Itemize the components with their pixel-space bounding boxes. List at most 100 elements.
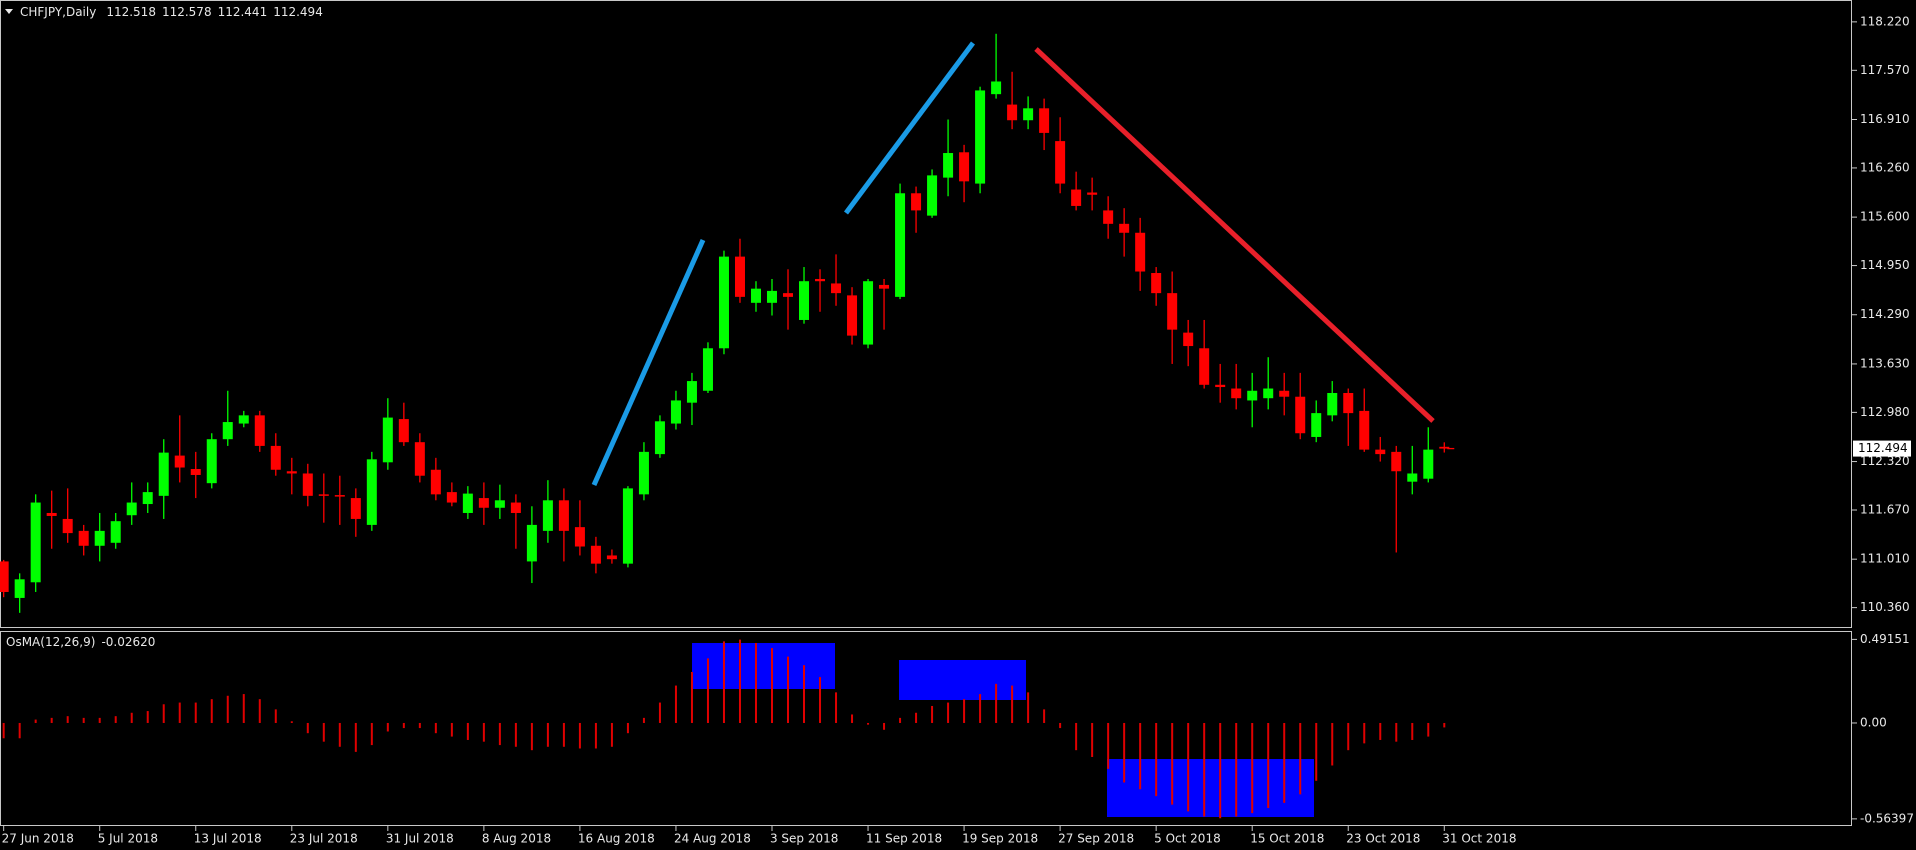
candle-body: [398, 419, 409, 443]
candle-body: [622, 488, 633, 564]
candle-body: [174, 455, 185, 468]
candle-body: [1215, 384, 1226, 388]
y-tick-label: 112.980: [1860, 405, 1910, 419]
x-tick-label: 16 Aug 2018: [578, 832, 655, 846]
candle-body: [1199, 348, 1210, 385]
candle-body: [670, 400, 681, 424]
candle-body: [1407, 473, 1418, 482]
y-tick-label: 110.360: [1860, 600, 1910, 614]
y-tick-label: 114.950: [1860, 258, 1910, 272]
candle-body: [1167, 293, 1178, 330]
candle-body: [318, 494, 329, 496]
candle-body: [1183, 332, 1194, 347]
x-tick-label: 11 Sep 2018: [866, 832, 942, 846]
highlight-box: [1107, 759, 1314, 817]
candle-body: [1039, 108, 1050, 133]
candle-body: [606, 555, 617, 560]
y-tick-label: 116.260: [1860, 160, 1910, 174]
candle-body: [879, 284, 890, 289]
candle-body: [526, 524, 537, 562]
y-tick-label: 115.600: [1860, 210, 1910, 224]
candle-body: [638, 451, 649, 495]
candle-body: [478, 498, 489, 508]
x-tick-label: 3 Sep 2018: [770, 832, 838, 846]
candle-body: [686, 381, 697, 403]
chart-header: CHFJPY,Daily 112.518 112.578 112.441 112.494: [20, 5, 323, 19]
candle-body: [110, 521, 121, 543]
trend-line: [843, 41, 976, 215]
candle-body: [1359, 410, 1370, 450]
x-tick-label: 31 Oct 2018: [1442, 832, 1516, 846]
menu-arrow[interactable]: [5, 9, 13, 14]
header-high: 112.578: [162, 5, 212, 19]
candle-body: [1375, 449, 1386, 455]
candle-body: [734, 256, 745, 297]
candle-body: [462, 493, 473, 513]
candle-body: [975, 90, 986, 184]
candle-body: [991, 81, 1002, 95]
candle-body: [1103, 210, 1114, 224]
candle-body: [94, 530, 105, 546]
candle-body: [158, 452, 169, 496]
x-tick-label: 31 Jul 2018: [386, 832, 454, 846]
candle-body: [718, 256, 729, 349]
x-tick-label: 5 Oct 2018: [1154, 832, 1221, 846]
candle-body: [542, 500, 553, 531]
trend-line: [591, 238, 706, 487]
candle-body: [895, 193, 906, 297]
x-tick-label: 15 Oct 2018: [1250, 832, 1324, 846]
x-tick-label: 23 Jul 2018: [290, 832, 358, 846]
candle-body: [847, 295, 858, 336]
candle-body: [366, 459, 377, 525]
candle-body: [446, 492, 457, 503]
y-tick-label: 112.320: [1860, 454, 1910, 468]
candle-body: [494, 500, 505, 508]
x-tick-label: 13 Jul 2018: [194, 832, 262, 846]
candle-body: [510, 502, 521, 513]
candle-body: [783, 293, 794, 297]
candle-body: [927, 175, 938, 216]
highlight-box: [692, 643, 835, 689]
candle-body: [654, 421, 665, 455]
candle-body: [1391, 451, 1402, 472]
candle-body: [1247, 390, 1258, 401]
osma-value: -0.02620: [101, 635, 155, 649]
candle-body: [254, 415, 265, 446]
y-tick-label: 0.49151: [1860, 632, 1910, 646]
candle-body: [574, 527, 585, 547]
candle-body: [750, 288, 761, 303]
candle-body: [863, 281, 874, 345]
candle-body: [1343, 392, 1354, 414]
header-low: 112.441: [218, 5, 268, 19]
candle-body: [590, 545, 601, 564]
candle-body: [270, 445, 281, 470]
candle-body: [334, 495, 345, 497]
candle-body: [1119, 223, 1130, 233]
y-tick-label: 113.630: [1860, 356, 1910, 370]
y-tick-label: -0.56397: [1860, 811, 1914, 825]
x-tick-label: 23 Oct 2018: [1346, 832, 1420, 846]
y-tick-label: 118.220: [1860, 14, 1910, 28]
candle-body: [831, 283, 842, 294]
candle-body: [238, 415, 249, 424]
y-tick-label: 117.570: [1860, 63, 1910, 77]
candle-body: [46, 512, 57, 516]
x-tick-label: 24 Aug 2018: [674, 832, 751, 846]
highlight-box: [899, 660, 1026, 700]
header-close: 112.494: [273, 5, 323, 19]
candle-body: [142, 492, 153, 505]
candle-body: [30, 502, 41, 583]
y-tick-label: 0.00: [1860, 715, 1887, 729]
price-tag: 112.494: [1858, 441, 1908, 455]
candle-body: [62, 518, 73, 534]
osma-header: OsMA(12,26,9) -0.02620: [6, 635, 155, 649]
candle-body: [911, 193, 922, 211]
candle-body: [766, 290, 777, 303]
candle-body: [1151, 273, 1162, 294]
x-tick-label: 19 Sep 2018: [962, 832, 1038, 846]
y-tick-label: 116.910: [1860, 112, 1910, 126]
candle-body: [1087, 192, 1098, 195]
price-tag-box: [1853, 440, 1911, 457]
